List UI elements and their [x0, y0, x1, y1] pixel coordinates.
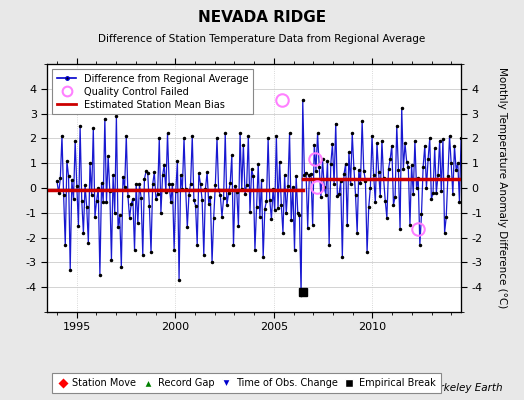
Legend: Difference from Regional Average, Quality Control Failed, Estimated Station Mean: Difference from Regional Average, Qualit…	[52, 69, 254, 114]
Text: Difference of Station Temperature Data from Regional Average: Difference of Station Temperature Data f…	[99, 34, 425, 44]
Text: NEVADA RIDGE: NEVADA RIDGE	[198, 10, 326, 25]
Y-axis label: Monthly Temperature Anomaly Difference (°C): Monthly Temperature Anomaly Difference (…	[497, 67, 507, 309]
Legend: Station Move, Record Gap, Time of Obs. Change, Empirical Break: Station Move, Record Gap, Time of Obs. C…	[52, 374, 441, 393]
Text: Berkeley Earth: Berkeley Earth	[427, 383, 503, 393]
